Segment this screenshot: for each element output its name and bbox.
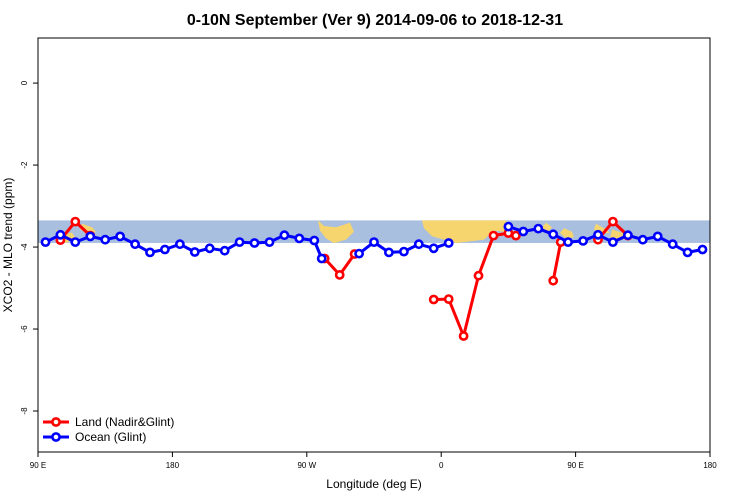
x-tick-label: 180	[166, 461, 180, 470]
data-point	[189, 247, 200, 257]
data-point	[234, 237, 245, 247]
y-tick-label: -4	[20, 243, 29, 251]
land-shape	[422, 220, 512, 243]
data-point	[55, 229, 66, 240]
data-point	[443, 294, 454, 304]
x-tick-label: 180	[703, 461, 717, 470]
series-ocean	[40, 221, 708, 264]
y-tick-label: -8	[20, 407, 29, 415]
data-point	[608, 216, 618, 227]
data-point	[488, 230, 499, 241]
data-point	[458, 331, 469, 341]
data-point	[70, 237, 81, 247]
y-tick-label: -2	[20, 161, 29, 169]
land-shape	[542, 222, 552, 232]
data-point	[398, 246, 409, 257]
data-point	[219, 245, 230, 256]
data-point	[383, 247, 394, 258]
data-point	[279, 230, 290, 241]
data-point	[174, 239, 185, 250]
y-tick-label: 0	[20, 80, 29, 85]
land-shape	[318, 220, 354, 243]
data-point	[369, 237, 379, 247]
data-point	[548, 229, 559, 240]
y-tick-label: -6	[20, 325, 29, 333]
legend-marker	[51, 432, 61, 442]
data-point	[443, 238, 454, 248]
data-point	[578, 235, 588, 246]
x-tick-label: 0	[439, 461, 444, 470]
series-line	[433, 231, 517, 338]
data-point	[354, 248, 364, 259]
data-point	[309, 235, 320, 246]
chart-title: 0-10N September (Ver 9) 2014-09-06 to 20…	[187, 12, 563, 29]
data-point	[100, 234, 111, 245]
x-tick-label: 90 W	[297, 461, 316, 470]
legend-label: Land (Nadir&Glint)	[75, 415, 174, 429]
data-point	[533, 223, 544, 234]
legend-marker	[51, 417, 61, 427]
data-point	[518, 226, 529, 237]
data-point	[503, 221, 514, 232]
x-tick-label: 90 E	[30, 461, 46, 470]
legend: Land (Nadir&Glint)Ocean (Glint)	[43, 415, 174, 444]
data-point	[40, 237, 51, 247]
data-point	[294, 233, 305, 244]
data-point	[130, 239, 140, 250]
data-point	[159, 244, 170, 255]
plot-frame	[37, 37, 711, 453]
data-point	[548, 275, 559, 286]
data-point	[145, 247, 155, 258]
legend-label: Ocean (Glint)	[75, 430, 146, 444]
data-point	[428, 294, 439, 305]
data-point	[697, 244, 708, 255]
x-axis-label: Longitude (deg E)	[326, 477, 421, 491]
data-point	[667, 239, 678, 250]
data-point	[264, 237, 275, 247]
data-point	[682, 247, 693, 258]
data-point	[316, 253, 327, 264]
x-axis: 90 E 180 90 W 0 90 E 180	[30, 452, 717, 470]
data-point	[204, 243, 215, 254]
data-point	[413, 239, 424, 250]
data-point	[85, 231, 96, 242]
data-point	[428, 243, 439, 254]
x-tick-label: 90 E	[567, 461, 583, 470]
data-point	[623, 230, 633, 241]
data-point	[652, 231, 663, 242]
y-axis-label: XCO2 - MLO trend (ppm)	[1, 178, 15, 313]
data-point	[637, 234, 648, 245]
data-point	[511, 230, 521, 241]
series-layer	[40, 216, 708, 341]
data-point	[608, 237, 618, 247]
data-point	[334, 269, 345, 280]
data-point	[473, 270, 484, 281]
data-point	[70, 216, 81, 227]
data-point	[563, 237, 573, 247]
data-point	[593, 229, 603, 240]
data-point	[249, 238, 260, 248]
y-axis: 0 -2 -4 -6 -8	[20, 80, 38, 415]
data-point	[115, 231, 125, 242]
series-line	[551, 241, 563, 281]
land-shape	[560, 228, 574, 239]
